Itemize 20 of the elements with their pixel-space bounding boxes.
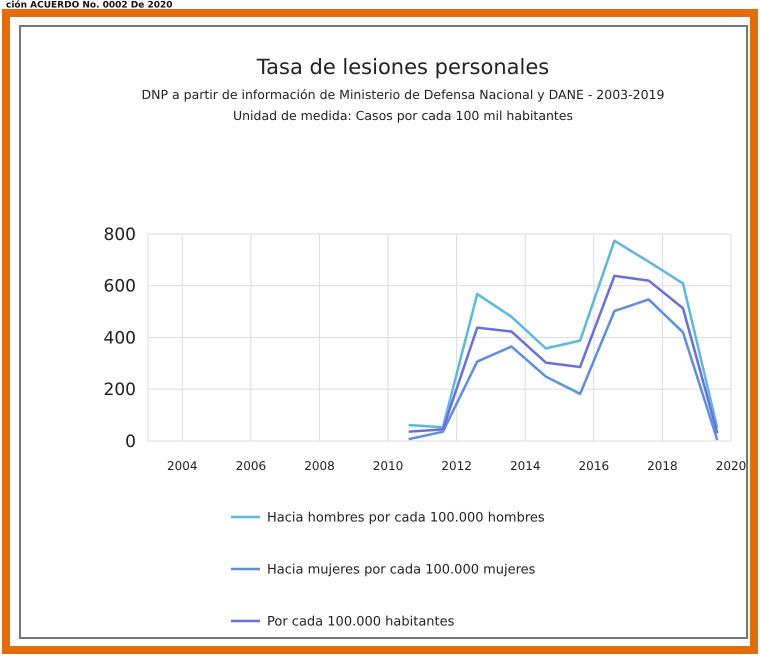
y-tick-label: 600 [104,276,136,297]
y-tick-label: 400 [104,328,136,348]
chart-subtitle: DNP a partir de información de Ministerio de Defensa Nacional y DANE - 2003-2019 Unidad de medida: Casos por cada 100 mil habitantes [142,87,664,123]
x-tick-label: 2010 [372,459,404,473]
x-tick-label: 2020 [716,459,746,473]
x-tick-label: 2016 [578,459,610,473]
legend-label: Hacia mujeres por cada 100.000 mujeres [267,562,536,578]
legend-label: Hacia hombres por cada 100.000 hombres [267,510,545,526]
x-tick-label: 2018 [647,459,678,473]
y-tick-label: 200 [104,380,136,400]
text: ción ACUERDO No. 0002 De 2020 [6,0,173,10]
x-tick-label: 2006 [236,459,266,473]
legend-label: Por cada 100.000 habitantes [267,614,455,630]
x-tick-label: 2004 [167,459,198,473]
x-tick-label: 2012 [441,459,472,473]
x-tick-label: 2014 [510,459,541,473]
chart-title: Tasa de lesiones personales [256,55,550,79]
x-tick-label: 2008 [304,459,335,473]
y-tick-label: 800 [104,224,136,245]
y-tick-label: 0 [125,432,136,452]
